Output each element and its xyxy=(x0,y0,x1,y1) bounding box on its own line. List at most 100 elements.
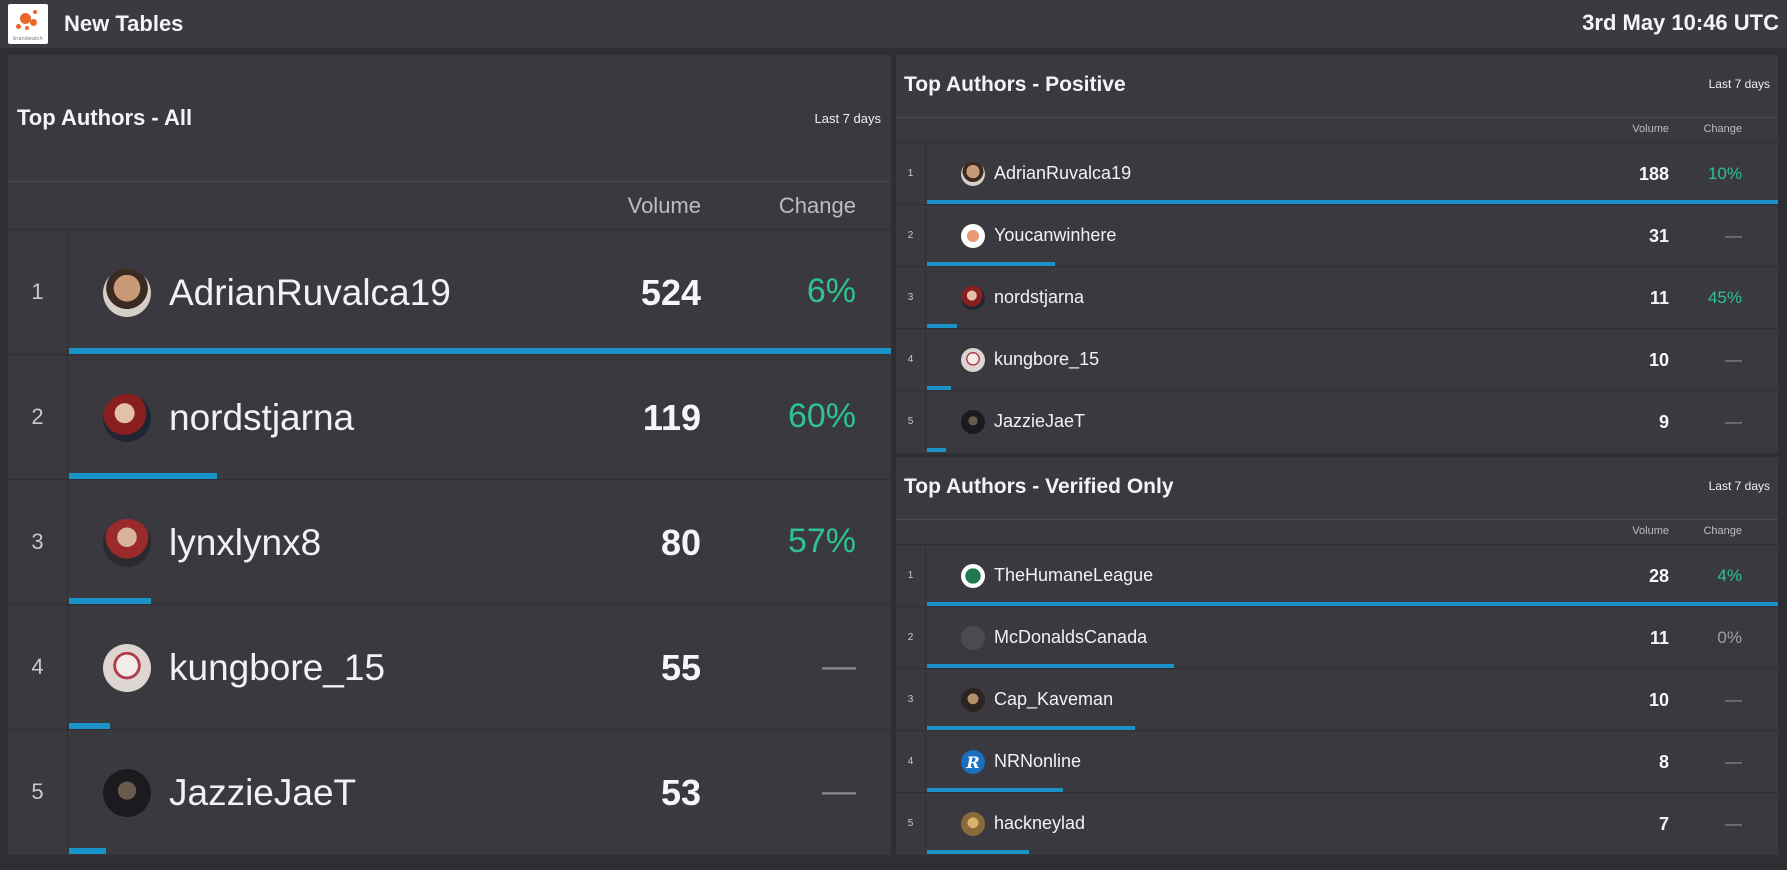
row-rank: 5 xyxy=(896,793,926,854)
avatar-you[interactable] xyxy=(961,224,985,248)
change-value: 4% xyxy=(1717,566,1742,585)
table-row[interactable]: 4 kungbore_15 10 — xyxy=(896,328,1778,390)
avatar-adrian[interactable] xyxy=(961,162,985,186)
author-name[interactable]: kungbore_15 xyxy=(169,647,386,688)
volume-bar xyxy=(927,262,1055,266)
table-row[interactable]: 5 hackneylad 7 — xyxy=(896,792,1778,854)
table-row[interactable]: 2 Youcanwinhere 31 — xyxy=(896,204,1778,266)
row-rank: 1 xyxy=(896,143,926,204)
change-value: — xyxy=(1725,752,1742,771)
row-rank: 4 xyxy=(896,329,926,390)
author-name[interactable]: NRNonline xyxy=(994,751,1082,771)
avatar-kung[interactable] xyxy=(103,644,151,692)
author-name[interactable]: nordstjarna xyxy=(169,397,355,438)
panel-title: Top Authors - Verified Only xyxy=(904,475,1174,498)
volume-bar xyxy=(927,726,1135,730)
column-header-volume: Volume xyxy=(1632,525,1669,537)
column-headers: Volume Change xyxy=(8,193,891,223)
author-name[interactable]: McDonaldsCanada xyxy=(994,627,1148,647)
author-name[interactable]: lynxlynx8 xyxy=(169,522,322,563)
avatar-cap[interactable] xyxy=(961,688,985,712)
table-row[interactable]: 3 nordstjarna 11 45% xyxy=(896,266,1778,328)
row-rank: 3 xyxy=(896,669,926,730)
author-name[interactable]: kungbore_15 xyxy=(994,349,1100,369)
author-name[interactable]: hackneylad xyxy=(994,813,1086,833)
table-row[interactable]: 4 R NRNonline 8 — xyxy=(896,730,1778,792)
change-value: — xyxy=(1725,226,1742,245)
row-rank: 1 xyxy=(896,545,926,606)
table-row[interactable]: 5 JazzieJaeT 9 — xyxy=(896,390,1778,452)
volume-bar xyxy=(69,473,217,479)
volume-bar xyxy=(927,386,951,390)
change-value: 45% xyxy=(1707,288,1742,307)
panel-period: Last 7 days xyxy=(1708,77,1770,91)
volume-bar xyxy=(927,448,946,452)
change-value: 6% xyxy=(806,272,856,310)
volume-value: 119 xyxy=(642,397,701,438)
row-rank: 4 xyxy=(896,731,926,792)
row-rank: 5 xyxy=(896,391,926,452)
avatar-nrn[interactable]: R xyxy=(961,750,985,774)
table-row[interactable]: 1 AdrianRuvalca19 524 6% xyxy=(8,229,891,354)
volume-bar xyxy=(927,200,1778,204)
volume-bar xyxy=(69,348,891,354)
volume-value: 9 xyxy=(1658,412,1669,432)
volume-value: 28 xyxy=(1648,566,1669,586)
volume-value: 10 xyxy=(1648,690,1669,710)
row-rank: 2 xyxy=(896,607,926,668)
avatar-mcd[interactable] xyxy=(961,626,985,650)
avatar-kung[interactable] xyxy=(961,348,985,372)
avatar-nord[interactable] xyxy=(961,286,985,310)
volume-value: 53 xyxy=(660,772,701,813)
panel-top-authors-positive: Top Authors - Positive Last 7 days Volum… xyxy=(896,55,1778,453)
row-rank: 3 xyxy=(8,480,68,604)
volume-value: 80 xyxy=(660,522,701,563)
change-value: 57% xyxy=(787,522,856,560)
column-headers: Volume Change xyxy=(896,525,1778,541)
brandwatch-logo: brandwatch xyxy=(8,4,48,44)
author-name[interactable]: AdrianRuvalca19 xyxy=(994,163,1132,183)
author-name[interactable]: Cap_Kaveman xyxy=(994,689,1114,709)
logo-text: brandwatch xyxy=(13,36,43,42)
author-name[interactable]: JazzieJaeT xyxy=(994,411,1086,431)
column-header-change: Change xyxy=(1703,525,1742,537)
volume-bar xyxy=(69,723,110,729)
volume-bar xyxy=(927,788,1063,792)
avatar-humane[interactable] xyxy=(961,564,985,588)
author-name[interactable]: AdrianRuvalca19 xyxy=(169,272,451,313)
author-name[interactable]: nordstjarna xyxy=(994,287,1085,307)
table-row[interactable]: 1 TheHumaneLeague 28 4% xyxy=(896,544,1778,606)
table-row[interactable]: 1 AdrianRuvalca19 188 10% xyxy=(896,142,1778,204)
divider xyxy=(8,181,891,182)
change-value: — xyxy=(1725,690,1742,709)
column-header-volume: Volume xyxy=(627,193,701,218)
change-value: 60% xyxy=(787,397,856,435)
table-row[interactable]: 5 JazzieJaeT 53 — xyxy=(8,729,891,854)
volume-bar xyxy=(927,850,1029,854)
author-name[interactable]: TheHumaneLeague xyxy=(994,565,1154,585)
volume-value: 10 xyxy=(1648,350,1669,370)
avatar-jazzie[interactable] xyxy=(103,769,151,817)
volume-bar xyxy=(69,598,151,604)
panel-title: Top Authors - All xyxy=(17,105,193,130)
divider xyxy=(896,519,1778,520)
volume-bar xyxy=(927,664,1174,668)
table-row[interactable]: 4 kungbore_15 55 — xyxy=(8,604,891,729)
table-row[interactable]: 3 Cap_Kaveman 10 — xyxy=(896,668,1778,730)
avatar-jazzie[interactable] xyxy=(961,410,985,434)
column-headers: Volume Change xyxy=(896,123,1778,139)
author-name[interactable]: Youcanwinhere xyxy=(994,225,1117,245)
avatar-adrian[interactable] xyxy=(103,269,151,317)
volume-bar xyxy=(927,324,957,328)
table-row[interactable]: 3 lynxlynx8 80 57% xyxy=(8,479,891,604)
avatar-nord[interactable] xyxy=(103,394,151,442)
change-value: — xyxy=(1725,412,1742,431)
table-row[interactable]: 2 McDonaldsCanada 11 0% xyxy=(896,606,1778,668)
avatar-lynx[interactable] xyxy=(103,519,151,567)
column-header-change: Change xyxy=(778,193,856,218)
change-value: — xyxy=(822,772,856,810)
table-row[interactable]: 2 nordstjarna 119 60% xyxy=(8,354,891,479)
author-name[interactable]: JazzieJaeT xyxy=(169,772,357,813)
avatar-hackney[interactable] xyxy=(961,812,985,836)
change-value: — xyxy=(822,647,856,685)
